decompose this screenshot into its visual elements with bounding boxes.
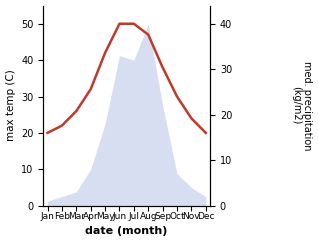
Y-axis label: med. precipitation
(kg/m2): med. precipitation (kg/m2) (291, 61, 313, 150)
Y-axis label: max temp (C): max temp (C) (5, 70, 16, 142)
X-axis label: date (month): date (month) (86, 227, 168, 236)
